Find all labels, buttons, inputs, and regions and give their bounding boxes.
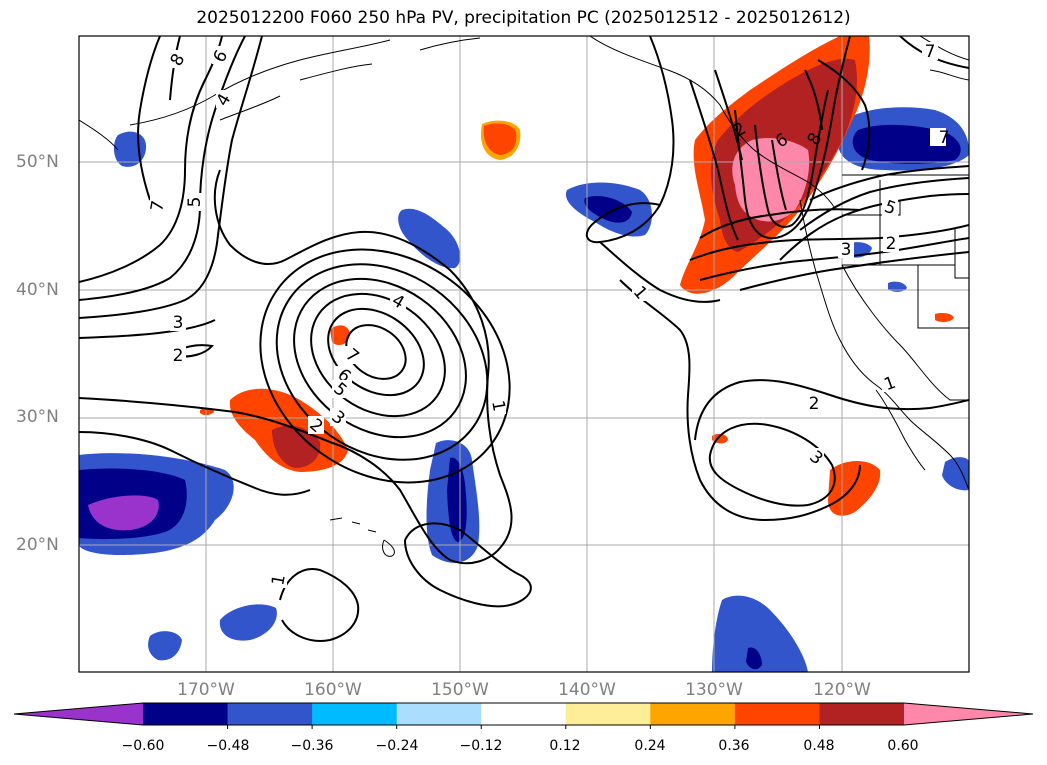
contour-label: 3 [173, 313, 184, 333]
colorbar-tick-label: 0.12 [549, 738, 581, 754]
lat-label: 30°N [16, 407, 59, 427]
colorbar-segment [143, 703, 229, 725]
colorbar-tick-label: 0.36 [718, 738, 750, 754]
contour-label: 2 [173, 346, 184, 366]
lat-label: 40°N [16, 280, 59, 300]
lon-label: 120°W [813, 680, 871, 700]
colorbar-tick-label: −0.24 [375, 738, 419, 754]
precip-shading [79, 36, 969, 672]
lat-label: 20°N [16, 535, 59, 555]
colorbar-outline [13, 702, 1034, 726]
colorbar-tick-label: −0.12 [459, 738, 503, 754]
contour-label: 1 [268, 573, 290, 587]
colorbar-segment [565, 703, 651, 725]
colorbar-segment [650, 703, 736, 725]
contour-label: 2 [809, 394, 820, 414]
coastlines [79, 36, 969, 557]
colorbar-segment [396, 703, 482, 725]
contour-label: 7 [939, 128, 950, 148]
colorbar-extend-high [904, 703, 1033, 725]
contour-label: 1 [487, 399, 509, 413]
map-frame [78, 35, 970, 673]
lon-label: 160°W [304, 680, 362, 700]
lon-label: 150°W [431, 680, 489, 700]
colorbar-segment [734, 703, 820, 725]
colorbar-extend-low [14, 703, 143, 725]
colorbar-tick-label: −0.60 [121, 738, 165, 754]
map-title: 2025012200 F060 250 hPa PV, precipitatio… [196, 8, 851, 28]
colorbar-segment [312, 703, 398, 725]
lat-label: 50°N [16, 152, 59, 172]
colorbar-segment [481, 703, 567, 725]
grid-lines [79, 36, 969, 672]
contour-label: 5 [185, 197, 205, 208]
colorbar-tick-label: 0.60 [887, 738, 919, 754]
colorbar-tick-label: 0.48 [803, 738, 835, 754]
contour-labels: 8 6 4 7 5 3 2 4 7 6 5 3 2 1 [147, 42, 949, 588]
lon-label: 170°W [177, 680, 235, 700]
colorbar-segment [819, 703, 905, 725]
colorbar-segment [227, 703, 313, 725]
lon-label: 140°W [558, 680, 616, 700]
colorbar-tick-label: 0.24 [634, 738, 666, 754]
lon-label: 130°W [685, 680, 743, 700]
colorbar [13, 702, 1034, 729]
contour-label: 2 [886, 234, 897, 254]
contour-label: 7 [147, 199, 169, 213]
colorbar-tick-label: −0.48 [206, 738, 250, 754]
colorbar-tick-label: −0.36 [290, 738, 334, 754]
contour-label: 3 [841, 240, 852, 260]
contour-label: 7 [925, 42, 936, 62]
